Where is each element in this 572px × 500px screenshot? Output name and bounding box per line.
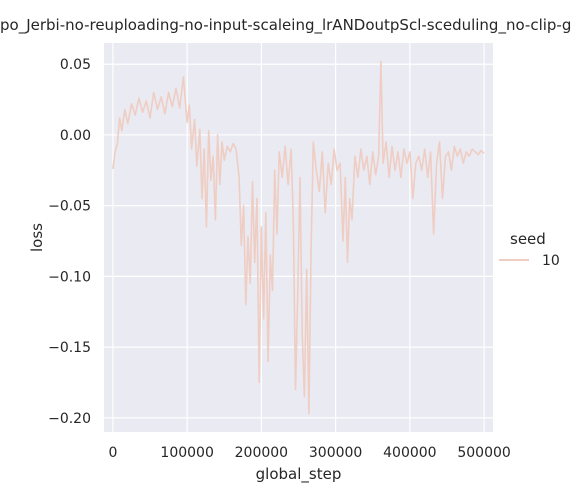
y-tick-labels: 0.05 0.00 −0.05 −0.10 −0.15 −0.20 xyxy=(48,57,91,427)
y-tick-label: 0.00 xyxy=(60,128,91,144)
y-tick-label: 0.05 xyxy=(60,57,91,73)
y-tick-label: −0.20 xyxy=(48,411,91,427)
legend-label-seed-10: 10 xyxy=(542,253,560,269)
x-tick-label: 300000 xyxy=(309,445,362,461)
x-tick-labels: 0 100000 200000 300000 400000 500000 xyxy=(108,445,510,461)
legend: seed 10 xyxy=(499,230,560,269)
x-tick-label: 500000 xyxy=(457,445,510,461)
x-tick-label: 200000 xyxy=(235,445,288,461)
chart-title: po_Jerbi-no-reuploading-no-input-scalein… xyxy=(0,16,572,35)
series-layer xyxy=(112,60,485,415)
x-axis-label: global_step xyxy=(256,465,342,484)
x-tick-label: 100000 xyxy=(160,445,213,461)
x-tick-label: 400000 xyxy=(383,445,436,461)
series-line-seed-10 xyxy=(112,60,485,415)
legend-title: seed xyxy=(510,230,546,248)
y-tick-label: −0.10 xyxy=(48,269,91,285)
y-tick-label: −0.05 xyxy=(48,199,91,215)
y-axis-label: loss xyxy=(28,223,46,252)
x-tick-label: 0 xyxy=(108,445,117,461)
grid-lines xyxy=(104,43,493,432)
y-tick-label: −0.15 xyxy=(48,340,91,356)
